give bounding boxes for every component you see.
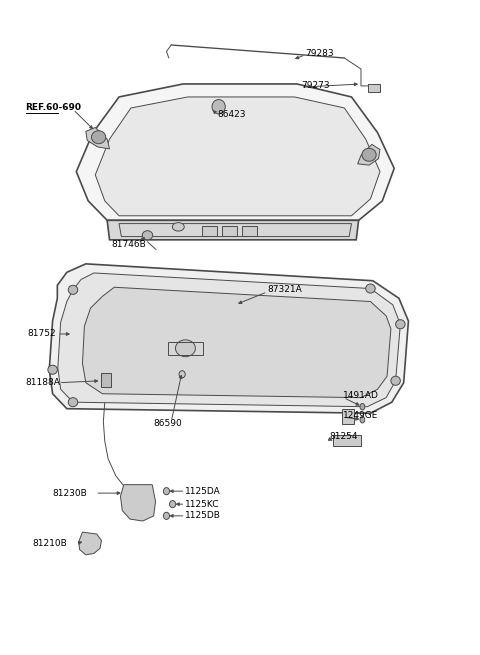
Ellipse shape: [163, 487, 169, 495]
FancyBboxPatch shape: [101, 373, 111, 387]
Polygon shape: [83, 288, 391, 398]
Ellipse shape: [68, 286, 78, 294]
Ellipse shape: [163, 512, 169, 519]
Ellipse shape: [169, 500, 176, 508]
Text: 79283: 79283: [305, 49, 334, 58]
Polygon shape: [58, 273, 400, 407]
FancyBboxPatch shape: [202, 225, 217, 236]
Text: 1125DB: 1125DB: [185, 512, 221, 520]
Polygon shape: [86, 128, 109, 149]
FancyBboxPatch shape: [242, 225, 257, 236]
Text: 1249GE: 1249GE: [343, 411, 379, 420]
Ellipse shape: [142, 231, 153, 240]
Ellipse shape: [391, 376, 400, 385]
Ellipse shape: [212, 100, 225, 114]
Ellipse shape: [360, 417, 365, 423]
Ellipse shape: [396, 320, 405, 329]
Polygon shape: [76, 84, 394, 220]
Text: 81188A: 81188A: [25, 378, 60, 387]
Ellipse shape: [176, 340, 195, 357]
Polygon shape: [49, 264, 408, 413]
Text: 81210B: 81210B: [32, 538, 67, 548]
Ellipse shape: [172, 223, 184, 231]
Text: 86590: 86590: [154, 419, 182, 428]
Text: 1125DA: 1125DA: [185, 487, 221, 496]
Text: 79273: 79273: [301, 81, 329, 90]
Ellipse shape: [362, 148, 376, 161]
Ellipse shape: [48, 365, 57, 374]
FancyBboxPatch shape: [222, 225, 237, 236]
Polygon shape: [358, 144, 380, 165]
Text: 1491AD: 1491AD: [343, 391, 379, 400]
Polygon shape: [333, 435, 361, 445]
Polygon shape: [79, 532, 101, 555]
Ellipse shape: [179, 371, 185, 378]
Polygon shape: [96, 97, 380, 215]
Text: REF.60-690: REF.60-690: [25, 103, 82, 113]
Ellipse shape: [366, 284, 375, 293]
Text: 87321A: 87321A: [267, 286, 302, 294]
Ellipse shape: [360, 403, 365, 410]
Polygon shape: [342, 409, 354, 424]
Ellipse shape: [92, 131, 106, 143]
Polygon shape: [368, 84, 380, 92]
Text: 81230B: 81230B: [53, 489, 87, 498]
Text: 1125KC: 1125KC: [185, 500, 220, 509]
Text: 86423: 86423: [217, 110, 246, 119]
Polygon shape: [107, 220, 359, 240]
Text: 81746B: 81746B: [111, 240, 146, 249]
Ellipse shape: [68, 398, 78, 407]
Polygon shape: [120, 485, 156, 521]
Text: 81752: 81752: [27, 329, 56, 339]
Text: 81254: 81254: [329, 432, 358, 441]
